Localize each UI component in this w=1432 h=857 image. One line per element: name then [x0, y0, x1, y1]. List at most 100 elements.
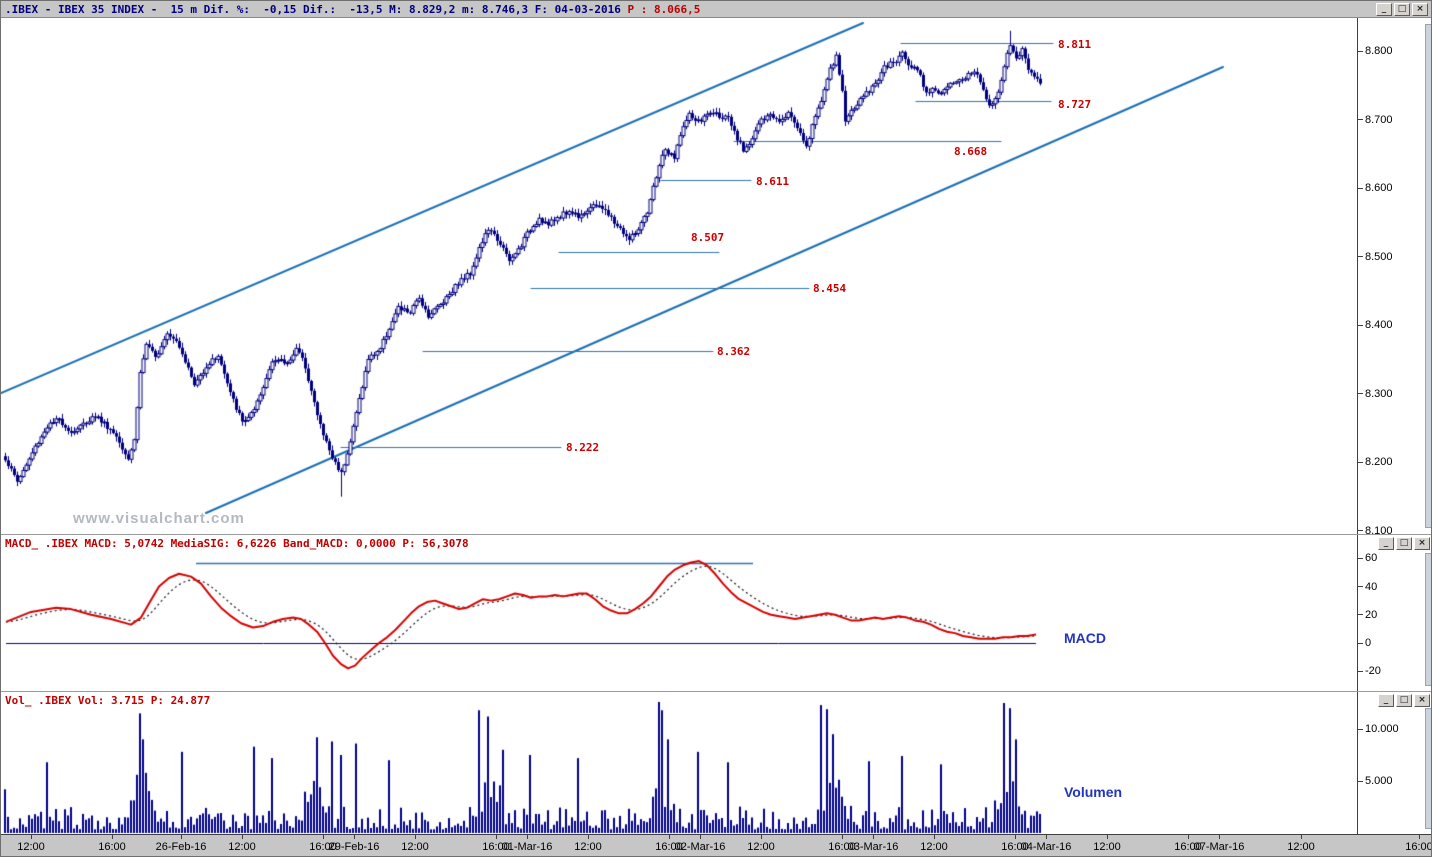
time-tick-label: 12:00: [574, 841, 602, 853]
time-tick-label: 16:00: [1405, 841, 1432, 853]
axis-tick-label: 8.400: [1365, 319, 1393, 331]
time-axis-tick: [1015, 835, 1016, 839]
macd-scroll-strip[interactable]: [1425, 553, 1431, 686]
time-axis-tick: [1188, 835, 1189, 839]
time-tick-label: 04-Mar-16: [1020, 841, 1072, 853]
minimize-icon[interactable]: _: [1378, 537, 1394, 550]
close-icon[interactable]: ×: [1412, 3, 1428, 16]
time-axis-tick: [669, 835, 670, 839]
window-titlebar[interactable]: .IBEX - IBEX 35 INDEX - 15 m Dif. %: -0,…: [1, 1, 1431, 18]
time-tick-label: 12:00: [401, 841, 429, 853]
time-axis-tick: [1301, 835, 1302, 839]
time-axis-tick: [242, 835, 243, 839]
macd-annotation-label: MACD: [1064, 630, 1106, 646]
axis-tick: [1358, 670, 1363, 672]
level-label: 8.362: [717, 344, 751, 358]
macd-axis[interactable]: 60 40 20 0 -20: [1357, 535, 1424, 691]
time-axis-tick: [112, 835, 113, 839]
axis-tick: [1358, 586, 1363, 587]
volume-annotation-label: Volumen: [1064, 784, 1123, 800]
axis-tick-label: 8.600: [1365, 182, 1393, 194]
time-tick-label: 26-Feb-16: [155, 841, 207, 853]
axis-tick-label: 8.500: [1365, 250, 1393, 263]
axis-tick-label: 5.000: [1365, 775, 1393, 787]
time-axis-tick: [1219, 835, 1220, 839]
axis-tick: [1358, 614, 1363, 616]
axis-tick: [1358, 50, 1363, 52]
time-axis-tick: [31, 835, 32, 839]
volume-axis[interactable]: 10.000 5.000: [1357, 692, 1424, 834]
time-axis-tick: [527, 835, 528, 839]
time-axis-tick: [323, 835, 324, 839]
axis-tick: [1358, 780, 1363, 782]
axis-tick-label: 40: [1365, 580, 1378, 593]
close-icon[interactable]: ×: [1414, 537, 1430, 550]
time-axis-tick: [934, 835, 935, 839]
time-tick-label: 16:00: [655, 841, 683, 853]
macd-header: MACD_ .IBEX MACD: 5,0742 MediaSIG: 6,622…: [5, 537, 469, 550]
restore-icon[interactable]: □: [1396, 537, 1412, 550]
close-icon[interactable]: ×: [1414, 694, 1430, 707]
time-tick-label: 12:00: [228, 841, 256, 853]
axis-tick: [1358, 324, 1363, 326]
minimize-icon[interactable]: _: [1376, 3, 1392, 16]
price-axis[interactable]: 8.800 8.700 8.600 8.500 8.400 8.300 8.200 8.100: [1357, 18, 1424, 537]
time-axis-tick: [354, 835, 355, 839]
time-tick-label: 07-Mar-16: [1193, 841, 1245, 853]
volume-panel: Vol_ .IBEX Vol: 3.715 P: 24.877 Volumen …: [1, 691, 1431, 835]
restore-icon[interactable]: □: [1396, 694, 1412, 707]
time-axis-tick: [1046, 835, 1047, 839]
time-tick-label: 29-Feb-16: [328, 841, 380, 853]
axis-tick-label: 10.000: [1365, 723, 1399, 735]
time-tick-label: 01-Mar-16: [501, 841, 553, 853]
time-axis[interactable]: 12:00 16:00 26-Feb-16 12:00 16:00 29-Feb-16 12…: [1, 834, 1432, 856]
volume-scroll-strip[interactable]: [1425, 708, 1431, 829]
restore-icon[interactable]: □: [1394, 3, 1410, 16]
level-label: 8.811: [1058, 37, 1092, 51]
axis-tick-label: 0: [1365, 637, 1372, 649]
minimize-icon[interactable]: _: [1378, 694, 1394, 707]
time-tick-label: 16:00: [98, 841, 126, 853]
axis-tick-label: 8.100: [1365, 524, 1393, 537]
axis-tick: [1358, 393, 1363, 394]
axis-tick: [1358, 119, 1363, 120]
macd-chart-canvas[interactable]: [1, 535, 1357, 692]
level-label: 8.668: [954, 144, 988, 158]
axis-tick: [1358, 557, 1363, 559]
price-chart-canvas[interactable]: [1, 18, 1357, 534]
axis-tick-label: 8.700: [1365, 113, 1393, 126]
axis-tick-label: 60: [1365, 552, 1378, 565]
level-label: 8.611: [756, 174, 790, 188]
volume-chart-canvas[interactable]: [1, 692, 1357, 835]
axis-tick: [1358, 728, 1363, 730]
window-title: .IBEX - IBEX 35 INDEX - 15 m Dif. %: -0,…: [5, 2, 628, 16]
axis-tick-label: -20: [1365, 665, 1381, 678]
level-label: 8.222: [566, 440, 600, 454]
price-panel: www.visualchart.com 8.800 8.700 8.600 8.500…: [1, 18, 1431, 537]
level-label: 8.727: [1058, 97, 1092, 111]
time-tick-label: 16:00: [1001, 841, 1029, 853]
time-axis-tick: [415, 835, 416, 839]
time-axis-tick: [181, 835, 182, 839]
time-axis-tick: [761, 835, 762, 839]
time-axis-tick: [700, 835, 701, 839]
axis-tick-label: 8.300: [1365, 387, 1393, 400]
macd-panel: MACD_ .IBEX MACD: 5,0742 MediaSIG: 6,622…: [1, 534, 1431, 692]
price-scroll-strip[interactable]: [1425, 24, 1431, 528]
time-tick-label: 12:00: [747, 841, 775, 853]
time-tick-label: 12:00: [1287, 841, 1315, 853]
axis-tick: [1358, 461, 1363, 463]
axis-tick: [1358, 256, 1363, 257]
volume-header: Vol_ .IBEX Vol: 3.715 P: 24.877: [5, 694, 211, 707]
time-tick-label: 12:00: [17, 841, 45, 853]
time-axis-tick: [496, 835, 497, 839]
watermark: www.visualchart.com: [73, 510, 245, 527]
time-tick-label: 02-Mar-16: [674, 841, 726, 853]
axis-tick-label: 8.200: [1365, 456, 1393, 468]
time-axis-tick: [588, 835, 589, 839]
time-axis-tick: [873, 835, 874, 839]
window-controls: _ □ ×: [1376, 3, 1428, 16]
time-tick-label: 16:00: [1174, 841, 1202, 853]
time-tick-label: 16:00: [309, 841, 337, 853]
